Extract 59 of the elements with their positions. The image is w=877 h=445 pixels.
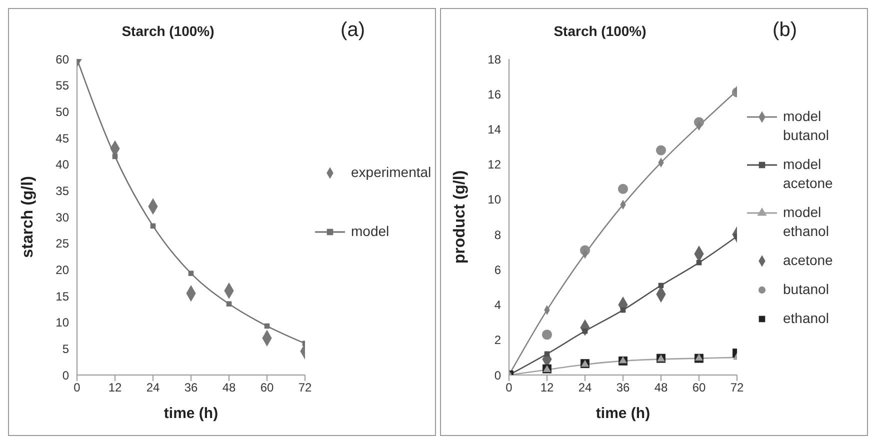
y-tick-label: 8 xyxy=(494,228,502,242)
y-tick-label: 25 xyxy=(56,236,70,251)
y-tick-label: 12 xyxy=(488,158,502,172)
y-tick-label: 20 xyxy=(56,262,70,277)
y-axis-title: product (g/l) xyxy=(452,170,469,264)
x-tick-label: 0 xyxy=(506,380,513,395)
point xyxy=(582,328,588,334)
x-tick-label: 72 xyxy=(298,380,312,395)
y-tick-label: 18 xyxy=(488,52,502,66)
y-tick-label: 15 xyxy=(56,289,70,304)
x-tick-label: 24 xyxy=(146,380,160,395)
y-tick-label: 0 xyxy=(494,368,502,382)
y-axis-title: starch (g/l) xyxy=(20,176,37,258)
x-axis-title: time (h) xyxy=(164,405,218,422)
point xyxy=(656,145,666,156)
x-tick-label: 36 xyxy=(616,380,630,395)
text: (b) xyxy=(772,19,797,42)
text: (a) xyxy=(340,19,365,42)
legend-label: acetone xyxy=(783,250,833,270)
y-tick-label: 55 xyxy=(56,78,70,93)
y-tick-label: 0 xyxy=(62,368,70,382)
point xyxy=(618,184,628,194)
x-tick-label: 60 xyxy=(260,380,274,395)
point xyxy=(542,330,552,340)
point xyxy=(696,260,702,266)
chart-title: Starch (100%) xyxy=(552,23,648,39)
x-tick-label: 60 xyxy=(692,380,706,395)
y-tick-label: 6 xyxy=(494,262,502,277)
x-tick-label: 12 xyxy=(540,380,554,395)
x-axis-title: time (h) xyxy=(596,405,650,422)
x-tick-label: 48 xyxy=(222,380,236,395)
x-tick-label: 36 xyxy=(184,380,198,395)
y-tick-label: 16 xyxy=(488,87,502,102)
legend-label: model xyxy=(351,222,390,241)
legend-label: model butanol xyxy=(783,106,830,144)
legend-label: butanol xyxy=(783,280,829,298)
x-tick-label: 12 xyxy=(108,380,122,395)
point xyxy=(188,270,194,276)
y-tick-label: 35 xyxy=(56,184,70,198)
y-tick-label: 10 xyxy=(488,192,502,207)
legend-label: model acetone xyxy=(783,154,834,192)
x-tick-label: 72 xyxy=(730,380,744,395)
x-tick-label: 24 xyxy=(578,380,592,395)
legend-label: experimental xyxy=(351,163,432,182)
y-tick-label: 45 xyxy=(56,131,70,146)
y-tick-label: 10 xyxy=(56,316,70,330)
legend-label: model ethanol xyxy=(783,202,830,240)
y-tick-label: 60 xyxy=(56,52,70,66)
y-tick-label: 2 xyxy=(494,333,502,348)
y-tick-label: 30 xyxy=(56,210,70,224)
y-tick-label: 40 xyxy=(56,158,70,172)
y-tick-label: 50 xyxy=(56,104,70,119)
y-tick-label: 5 xyxy=(62,342,70,356)
chart-title: Starch (100%) xyxy=(120,23,216,39)
y-tick-label: 4 xyxy=(494,298,502,312)
x-tick-label: 0 xyxy=(74,380,81,395)
y-tick-label: 14 xyxy=(488,122,502,136)
x-tick-label: 48 xyxy=(654,380,668,395)
legend-label: ethanol xyxy=(783,308,829,328)
